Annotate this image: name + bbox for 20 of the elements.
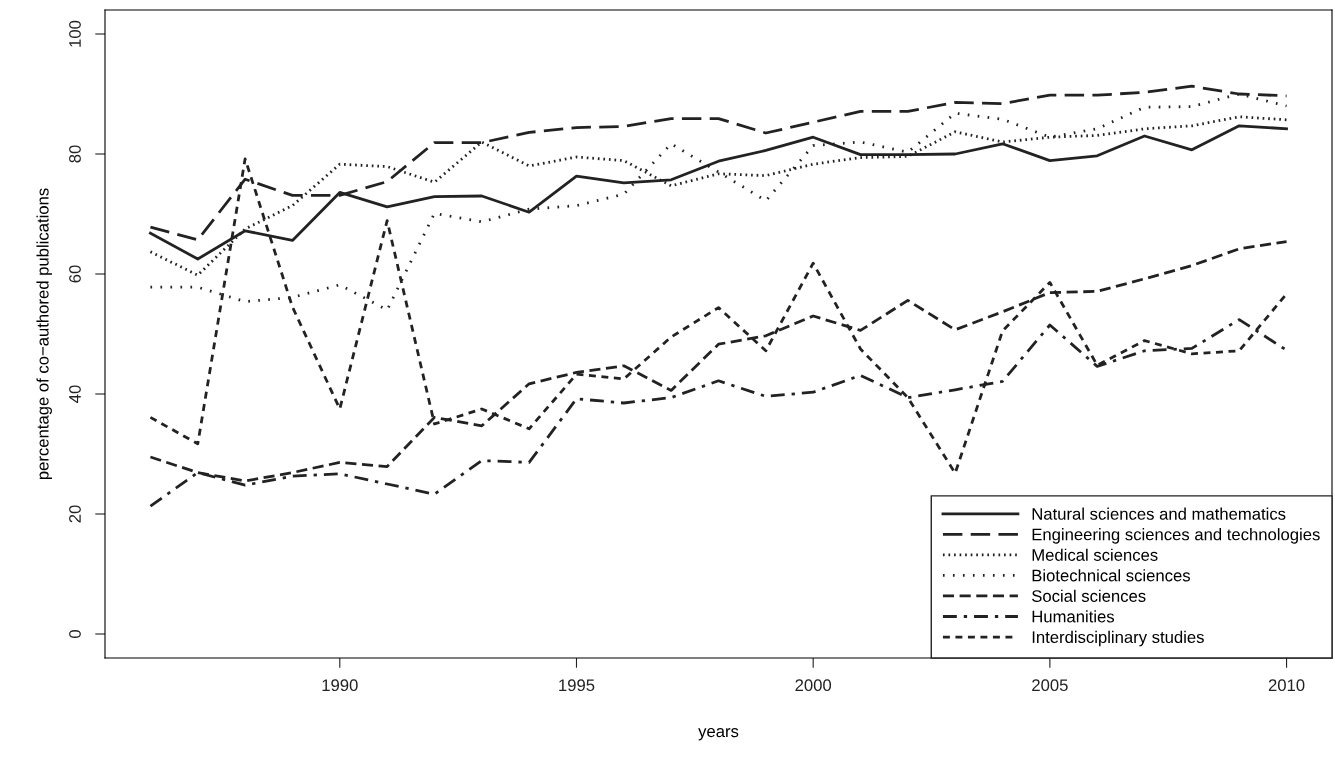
legend-label: Engineering sciences and technologies (1032, 528, 1320, 544)
x-tick-label: 2010 (1268, 679, 1305, 692)
legend-label: Interdisciplinary studies (1032, 630, 1204, 647)
legend-label: Social sciences (1032, 589, 1146, 602)
y-tick-label: 0 (69, 630, 81, 638)
y-tick-label: 80 (69, 145, 81, 163)
y-axis-title: percentage of co−authored publications (36, 188, 52, 480)
y-tick-label: 40 (69, 385, 81, 403)
x-tick-label: 2005 (1032, 679, 1068, 692)
y-tick-label: 20 (69, 505, 81, 523)
x-axis-title: years (698, 728, 739, 741)
x-tick-label: 2000 (795, 679, 832, 692)
y-tick-label: 60 (69, 265, 81, 283)
legend-label: Natural sciences and mathematics (1032, 507, 1286, 520)
legend-label: Medical sciences (1032, 548, 1158, 561)
legend-label: Biotechnical sciences (1032, 569, 1191, 582)
y-tick-label: 100 (69, 20, 81, 47)
legend-label: Humanities (1032, 610, 1115, 623)
x-tick-label: 1990 (322, 679, 358, 692)
x-tick-label: 1995 (559, 679, 595, 692)
